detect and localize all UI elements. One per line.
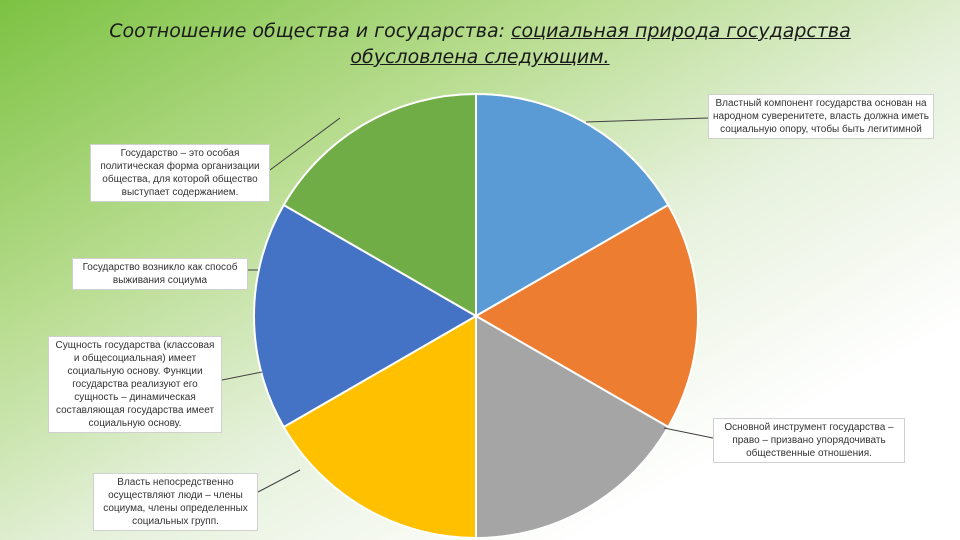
title-part1: Соотношение общества и государства: <box>109 20 506 42</box>
slice-label-4: Государство возникло как способ выживани… <box>72 258 248 290</box>
slice-label-3: Сущность государства (классовая и общесо… <box>48 336 222 433</box>
slice-label-5: Государство – это особая политическая фо… <box>90 144 270 202</box>
leader-line-0 <box>585 117 709 123</box>
slice-label-2: Власть непосредственно осуществляют люди… <box>93 473 258 531</box>
leader-line-1 <box>663 427 714 439</box>
pie-slice-0 <box>475 92 670 318</box>
slice-label-0: Властный компонент государства основан н… <box>708 94 934 139</box>
pie-slice-1 <box>473 203 699 429</box>
slice-label-1: Основной инструмент государства – право … <box>713 418 905 463</box>
pie-slices <box>253 92 699 540</box>
leader-line-2 <box>257 469 301 493</box>
pie-slice-3 <box>282 314 477 540</box>
slide-title: Соотношение общества и государства: соци… <box>60 18 900 70</box>
pie-slice-4 <box>253 203 479 429</box>
pie-slice-5 <box>282 92 477 318</box>
leader-line-5 <box>269 117 341 171</box>
leader-line-3 <box>221 371 263 381</box>
pie-slice-2 <box>475 314 670 540</box>
title-part2: социальная природа государства обусловле… <box>350 20 851 68</box>
leader-lines <box>221 117 714 493</box>
